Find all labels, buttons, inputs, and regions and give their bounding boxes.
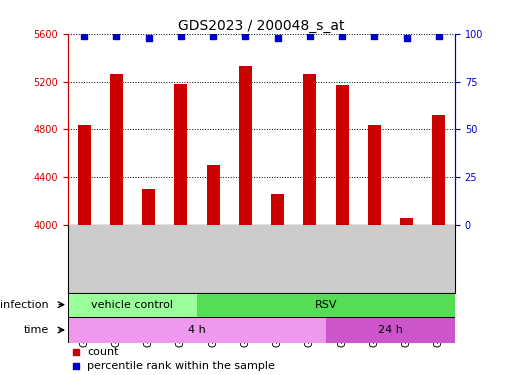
Bar	[239, 66, 252, 225]
Text: RSV: RSV	[315, 300, 337, 310]
Text: vehicle control: vehicle control	[92, 300, 174, 310]
Bar	[68, 317, 326, 343]
Bar	[175, 84, 187, 225]
Point	[403, 34, 411, 40]
Bar	[326, 317, 455, 343]
Text: count: count	[87, 347, 119, 357]
Text: 24 h: 24 h	[378, 325, 403, 335]
Point	[241, 33, 249, 39]
Bar	[303, 74, 316, 225]
Point	[177, 33, 185, 39]
Point	[112, 33, 120, 39]
Bar	[78, 124, 90, 225]
Point	[274, 34, 282, 40]
Text: infection: infection	[0, 300, 49, 310]
Bar	[433, 115, 445, 225]
Point	[338, 33, 346, 39]
Bar	[207, 165, 220, 225]
Point	[72, 349, 80, 355]
Bar	[110, 74, 123, 225]
Bar	[68, 292, 197, 317]
Bar	[271, 194, 284, 225]
Text: 4 h: 4 h	[188, 325, 206, 335]
Point	[72, 363, 80, 369]
Point	[370, 33, 379, 39]
Text: time: time	[24, 325, 49, 335]
Point	[435, 33, 443, 39]
Title: GDS2023 / 200048_s_at: GDS2023 / 200048_s_at	[178, 19, 345, 33]
Point	[144, 34, 153, 40]
Bar	[197, 292, 455, 317]
Bar	[400, 218, 413, 225]
Point	[80, 33, 88, 39]
Point	[209, 33, 218, 39]
Bar	[142, 189, 155, 225]
Text: percentile rank within the sample: percentile rank within the sample	[87, 361, 275, 371]
Bar	[368, 124, 381, 225]
Point	[305, 33, 314, 39]
Bar	[336, 85, 348, 225]
